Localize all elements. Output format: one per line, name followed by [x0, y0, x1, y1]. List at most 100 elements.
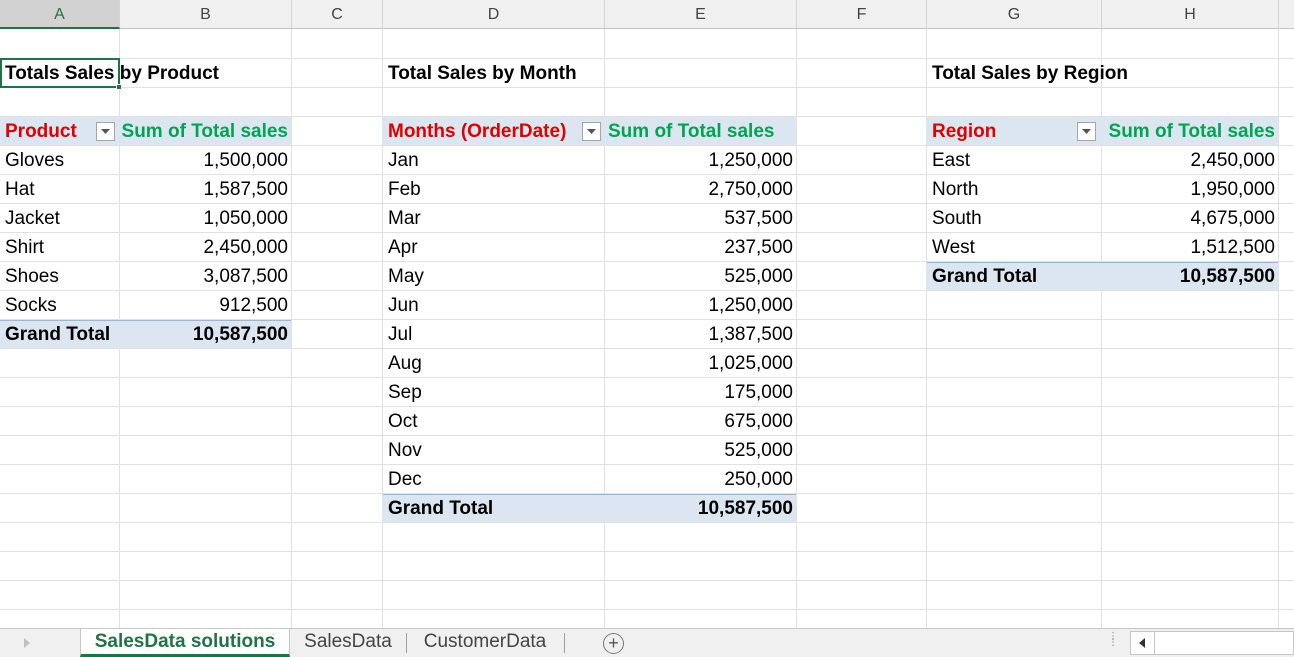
- title-sales-by-region[interactable]: Total Sales by Region: [932, 63, 1129, 84]
- pivot-month-row-label[interactable]: Oct: [388, 411, 418, 432]
- worksheet-grid[interactable]: A B C D E F G H Totals Sales by Product …: [0, 0, 1294, 628]
- tab-customerdata[interactable]: CustomerData: [423, 631, 547, 652]
- column-header-f[interactable]: F: [797, 0, 927, 29]
- pivot-product-row-label[interactable]: Gloves: [5, 150, 65, 171]
- pivot-region-row-value[interactable]: 1,950,000: [1190, 179, 1275, 200]
- pivot-month-row-value[interactable]: 1,387,500: [708, 324, 793, 345]
- more-options-icon[interactable]: ⋮ ⋮: [1108, 631, 1118, 648]
- pivot-month-row-value[interactable]: 1,025,000: [708, 353, 793, 374]
- pivot-product-row-label[interactable]: Hat: [5, 179, 35, 200]
- pivot-month-row-value[interactable]: 1,250,000: [708, 150, 793, 171]
- column-header-h[interactable]: H: [1102, 0, 1279, 29]
- pivot-header-band: [0, 117, 291, 145]
- column-header-g[interactable]: G: [927, 0, 1102, 29]
- column-header-d[interactable]: D: [383, 0, 605, 29]
- pivot-month-row-label[interactable]: Jul: [388, 324, 413, 345]
- pivot-product-row-value[interactable]: 912,500: [219, 295, 288, 316]
- column-header-c[interactable]: C: [292, 0, 383, 29]
- pivot-region-row-value[interactable]: 4,675,000: [1190, 208, 1275, 229]
- pivot-region-row-value[interactable]: 2,450,000: [1190, 150, 1275, 171]
- pivot-product-row-label[interactable]: Shoes: [5, 266, 59, 287]
- gridline: [382, 29, 383, 628]
- pivot-product-row-value[interactable]: 1,500,000: [203, 150, 288, 171]
- fill-handle[interactable]: [116, 84, 122, 90]
- pivot-month-row-label[interactable]: Mar: [388, 208, 421, 229]
- pivot-region-row-value[interactable]: 1,512,500: [1190, 237, 1275, 258]
- gridline: [604, 29, 605, 628]
- tab-salesdata-solutions[interactable]: SalesData solutions: [80, 629, 290, 657]
- pivot-month-row-value[interactable]: 1,250,000: [708, 295, 793, 316]
- gridline: [291, 29, 292, 628]
- pivot-month-row-value[interactable]: 525,000: [724, 440, 793, 461]
- pivot-month-row-label[interactable]: Jan: [388, 150, 419, 171]
- pivot-product-row-label[interactable]: Jacket: [5, 208, 60, 229]
- pivot-month-row-value[interactable]: 250,000: [724, 469, 793, 490]
- pivot-month-row-value[interactable]: 175,000: [724, 382, 793, 403]
- pivot-product-grand-total-value[interactable]: 10,587,500: [192, 324, 288, 345]
- tab-salesdata[interactable]: SalesData: [304, 631, 392, 652]
- pivot-month-value-header[interactable]: Sum of Total sales: [608, 121, 775, 142]
- gridline: [0, 145, 1294, 146]
- pivot-region-row-label[interactable]: South: [932, 208, 982, 229]
- pivot-month-grand-total-value[interactable]: 10,587,500: [697, 498, 793, 519]
- pivot-product-row-value[interactable]: 3,087,500: [203, 266, 288, 287]
- pivot-product-row-value[interactable]: 1,587,500: [203, 179, 288, 200]
- horizontal-scrollbar[interactable]: [1130, 631, 1294, 655]
- add-sheet-icon[interactable]: +: [603, 633, 624, 654]
- pivot-month-row-header[interactable]: Months (OrderDate): [388, 121, 567, 142]
- pivot-region-row-label[interactable]: North: [932, 179, 979, 200]
- pivot-month-row-label[interactable]: Aug: [388, 353, 422, 374]
- column-header-b[interactable]: B: [120, 0, 292, 29]
- grand-total-band: [927, 262, 1278, 290]
- gridline: [0, 290, 1294, 291]
- gridline: [0, 174, 1294, 175]
- pivot-region-value-header[interactable]: Sum of Total sales: [1108, 121, 1275, 142]
- pivot-region-row-header[interactable]: Region: [932, 121, 997, 142]
- title-sales-by-month[interactable]: Total Sales by Month: [388, 63, 577, 84]
- dropdown-arrow-icon[interactable]: [582, 122, 601, 141]
- active-cell-selection[interactable]: [0, 58, 120, 88]
- pivot-product-row-label[interactable]: Socks: [5, 295, 57, 316]
- pivot-month-row-label[interactable]: Jun: [388, 295, 419, 316]
- pivot-month-row-label[interactable]: Sep: [388, 382, 422, 403]
- pivot-product-value-header[interactable]: Sum of Total sales: [121, 121, 288, 142]
- column-header-a[interactable]: A: [0, 0, 120, 29]
- gridline: [0, 406, 1294, 407]
- gridline: [0, 58, 1294, 59]
- pivot-month-row-label[interactable]: May: [388, 266, 424, 287]
- pivot-product-row-header[interactable]: Product: [5, 121, 77, 142]
- tab-separator: [406, 633, 407, 653]
- gridline: [0, 522, 1294, 523]
- pivot-region-grand-total-value[interactable]: 10,587,500: [1179, 266, 1275, 287]
- gridline: [0, 348, 1294, 349]
- gridline: [0, 580, 1294, 581]
- pivot-month-row-label[interactable]: Nov: [388, 440, 422, 461]
- pivot-product-row-label[interactable]: Shirt: [5, 237, 45, 258]
- pivot-month-row-label[interactable]: Apr: [388, 237, 418, 258]
- dropdown-arrow-icon[interactable]: [96, 122, 115, 141]
- gridline: [0, 464, 1294, 465]
- pivot-month-row-label[interactable]: Dec: [388, 469, 422, 490]
- gridline: [1101, 29, 1102, 628]
- dropdown-arrow-icon[interactable]: [1077, 122, 1096, 141]
- pivot-product-row-value[interactable]: 1,050,000: [203, 208, 288, 229]
- scroll-left-icon[interactable]: [1131, 632, 1155, 654]
- pivot-month-row-value[interactable]: 675,000: [724, 411, 793, 432]
- pivot-region-row-label[interactable]: East: [932, 150, 971, 171]
- pivot-month-row-value[interactable]: 537,500: [724, 208, 793, 229]
- pivot-region-grand-total-label[interactable]: Grand Total: [932, 266, 1038, 287]
- title-sales-by-product[interactable]: Totals Sales by Product: [5, 63, 219, 84]
- pivot-product-row-value[interactable]: 2,450,000: [203, 237, 288, 258]
- pivot-month-row-value[interactable]: 237,500: [724, 237, 793, 258]
- pivot-month-row-value[interactable]: 2,750,000: [708, 179, 793, 200]
- pivot-month-grand-total-label[interactable]: Grand Total: [388, 498, 494, 519]
- pivot-month-row-label[interactable]: Feb: [388, 179, 421, 200]
- gridline: [0, 87, 1294, 88]
- pivot-month-row-value[interactable]: 525,000: [724, 266, 793, 287]
- gridline: [0, 261, 1294, 262]
- pivot-product-grand-total-label[interactable]: Grand Total: [5, 324, 111, 345]
- gridline: [926, 29, 927, 628]
- sheet-nav-icon[interactable]: [24, 638, 30, 648]
- pivot-region-row-label[interactable]: West: [932, 237, 975, 258]
- column-header-e[interactable]: E: [605, 0, 797, 29]
